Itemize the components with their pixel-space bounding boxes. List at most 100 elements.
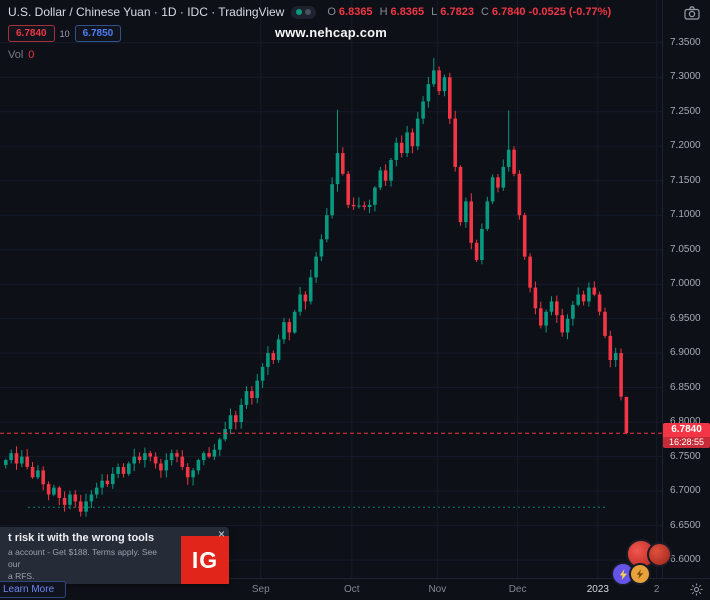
candle[interactable] (415, 118, 420, 147)
candle[interactable] (394, 142, 399, 160)
candle[interactable] (36, 470, 40, 478)
candle[interactable] (100, 480, 104, 488)
candle[interactable] (501, 166, 506, 188)
candle[interactable] (94, 487, 99, 495)
candle[interactable] (41, 470, 45, 485)
candle[interactable] (528, 256, 532, 288)
candle[interactable] (287, 322, 292, 333)
candlestick-chart[interactable] (0, 0, 662, 578)
candle[interactable] (62, 498, 67, 505)
candle[interactable] (367, 204, 372, 207)
candle[interactable] (255, 380, 259, 398)
candle[interactable] (464, 201, 468, 223)
candle[interactable] (458, 166, 463, 223)
candle[interactable] (78, 501, 83, 512)
candle[interactable] (448, 77, 452, 119)
candle[interactable] (474, 242, 479, 260)
candle[interactable] (624, 396, 629, 434)
candle[interactable] (576, 294, 580, 305)
candle[interactable] (282, 322, 286, 340)
candle[interactable] (485, 201, 490, 229)
candle[interactable] (480, 229, 484, 260)
candle[interactable] (341, 153, 345, 174)
floating-lightning-icons[interactable] (611, 562, 651, 586)
candle[interactable] (432, 70, 436, 85)
candle[interactable] (539, 308, 543, 326)
candle[interactable] (597, 294, 602, 312)
candle[interactable] (116, 467, 120, 474)
candle[interactable] (389, 160, 393, 181)
candle[interactable] (303, 294, 308, 302)
candle[interactable] (522, 215, 527, 257)
candle[interactable] (46, 484, 51, 495)
candle[interactable] (239, 404, 243, 423)
candle[interactable] (121, 467, 126, 474)
candle[interactable] (298, 294, 302, 312)
close-icon[interactable]: × (217, 527, 225, 541)
candle[interactable] (105, 480, 110, 485)
candle[interactable] (292, 311, 297, 333)
candle[interactable] (581, 294, 586, 302)
candle[interactable] (9, 453, 13, 461)
candle[interactable] (619, 353, 623, 397)
candle[interactable] (378, 170, 383, 188)
candle[interactable] (314, 256, 318, 278)
candle[interactable] (148, 453, 152, 457)
candle[interactable] (506, 149, 511, 167)
candle[interactable] (164, 460, 169, 471)
ad-banner[interactable]: × t risk it with the wrong tools a accou… (0, 527, 229, 584)
candle[interactable] (490, 177, 495, 202)
candle[interactable] (560, 315, 564, 333)
settings-gear-icon[interactable] (690, 583, 703, 600)
candle[interactable] (608, 335, 613, 360)
candle[interactable] (20, 456, 24, 464)
candle[interactable] (132, 456, 136, 464)
candle[interactable] (153, 456, 158, 464)
candle[interactable] (373, 187, 377, 205)
candle[interactable] (250, 391, 254, 398)
candle[interactable] (437, 70, 441, 92)
candle[interactable] (260, 366, 265, 381)
candle[interactable] (319, 239, 324, 257)
symbol-title[interactable]: U.S. Dollar / Chinese Yuan · 1D · IDC · … (8, 5, 285, 19)
candle[interactable] (399, 142, 404, 154)
price-axis[interactable]: 6.7840 16:28:55 7.3500 7.3000 7.2500 7.2000… (662, 0, 710, 578)
candle[interactable] (14, 453, 19, 464)
candle[interactable] (517, 173, 522, 216)
candle[interactable] (25, 456, 29, 467)
candle[interactable] (73, 494, 78, 502)
candle[interactable] (201, 453, 206, 461)
candle[interactable] (185, 467, 190, 478)
candle[interactable] (244, 391, 249, 405)
candle[interactable] (52, 487, 56, 495)
candle[interactable] (143, 453, 147, 461)
candle[interactable] (383, 170, 388, 181)
candle[interactable] (127, 463, 131, 474)
candle[interactable] (346, 173, 350, 205)
candle[interactable] (68, 494, 72, 505)
candle[interactable] (533, 287, 538, 309)
candle[interactable] (212, 449, 217, 457)
candle[interactable] (587, 287, 591, 302)
candle[interactable] (565, 318, 570, 333)
candle[interactable] (159, 463, 163, 471)
floating-coin-icons[interactable] (626, 539, 672, 569)
candle[interactable] (555, 301, 559, 316)
candle[interactable] (549, 301, 554, 312)
candle[interactable] (89, 494, 94, 502)
lightning-icon-gold[interactable] (629, 563, 651, 585)
status-toggle[interactable] (291, 5, 317, 19)
candle[interactable] (175, 453, 179, 457)
candle[interactable] (4, 460, 8, 465)
candle[interactable] (571, 304, 575, 319)
candle[interactable] (266, 353, 270, 367)
candle[interactable] (351, 204, 356, 207)
candle[interactable] (330, 184, 334, 216)
candle[interactable] (410, 132, 415, 147)
candle[interactable] (207, 453, 211, 457)
candle[interactable] (421, 101, 425, 119)
candle[interactable] (223, 429, 227, 440)
candle[interactable] (191, 470, 195, 478)
candle[interactable] (357, 205, 361, 207)
candle[interactable] (335, 153, 340, 185)
